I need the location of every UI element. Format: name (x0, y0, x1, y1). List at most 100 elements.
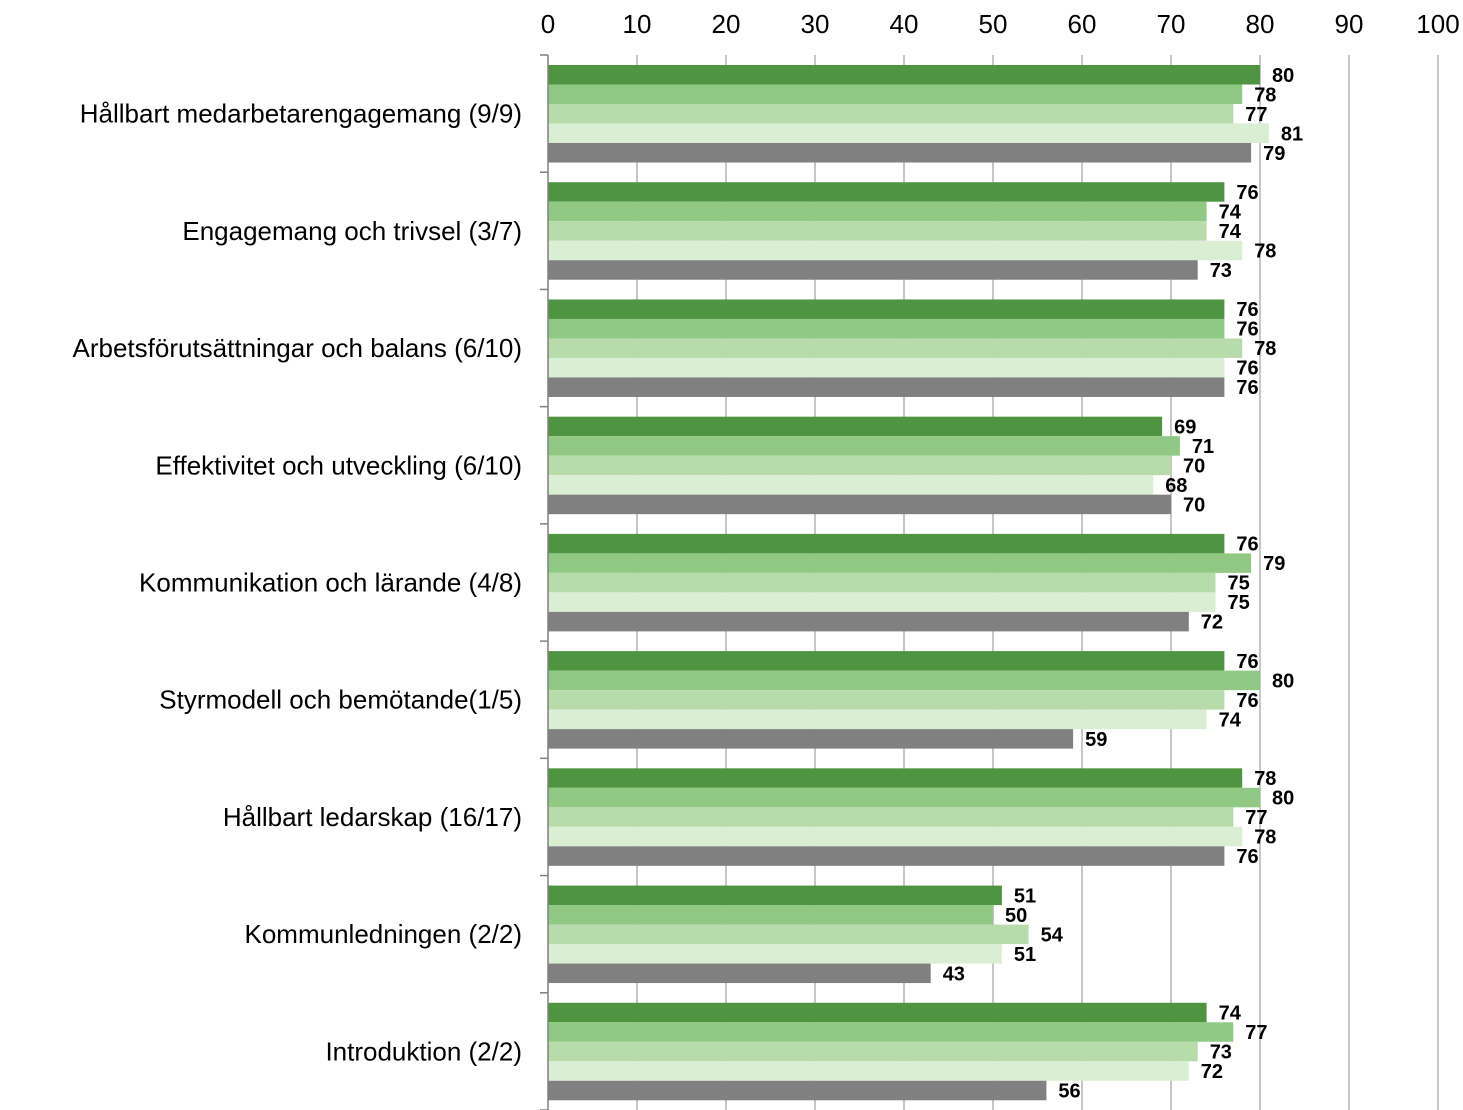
data-label: 73 (1210, 1042, 1232, 1064)
category-label: Kommunledningen (2/2) (245, 919, 523, 949)
bar (548, 123, 1269, 143)
data-label: 54 (1041, 924, 1064, 946)
bars (548, 65, 1269, 1101)
bar (548, 416, 1163, 437)
bar (548, 768, 1243, 788)
data-label: 76 (1236, 358, 1258, 380)
bar (548, 592, 1216, 612)
category-label: Effektivitet och utveckling (6/10) (155, 450, 522, 480)
bar (548, 1041, 1198, 1062)
data-label: 80 (1272, 65, 1294, 87)
data-label: 78 (1254, 768, 1276, 790)
bar (548, 318, 1225, 339)
bar (548, 143, 1252, 163)
data-label: 76 (1236, 690, 1258, 712)
bar (548, 65, 1260, 85)
bar (548, 104, 1234, 124)
data-label: 43 (943, 963, 965, 985)
category-label: Introduktion (2/2) (325, 1036, 522, 1066)
bar (548, 885, 1002, 906)
category-label: Arbetsförutsättningar och balans (6/10) (73, 333, 522, 363)
data-label: 75 (1228, 592, 1250, 614)
bar (548, 455, 1171, 476)
data-label: 76 (1236, 846, 1258, 868)
bar (548, 611, 1189, 632)
category-label: Styrmodell och bemötande(1/5) (159, 685, 522, 715)
bar (548, 1061, 1189, 1081)
category-label: Engagemang och trivsel (3/7) (182, 216, 522, 246)
data-label: 68 (1165, 475, 1187, 497)
data-label: 76 (1236, 534, 1258, 556)
bar (548, 905, 993, 925)
bar (548, 690, 1225, 710)
bar (548, 475, 1154, 495)
data-label: 76 (1236, 651, 1258, 673)
data-label: 79 (1263, 553, 1285, 575)
data-label: 51 (1014, 944, 1036, 966)
bar (548, 299, 1225, 319)
bar (548, 826, 1243, 847)
bar (548, 846, 1225, 866)
bar (548, 963, 931, 984)
bar (548, 201, 1207, 222)
data-label: 73 (1210, 260, 1232, 282)
data-label: 76 (1236, 182, 1258, 204)
bar (548, 651, 1225, 671)
x-tick-label: 20 (712, 9, 741, 39)
x-tick-labels: 0 10 20 30 40 50 60 70 80 90 100 (541, 9, 1460, 39)
data-label: 74 (1219, 709, 1242, 731)
data-label: 77 (1245, 807, 1267, 829)
data-label: 76 (1236, 377, 1258, 399)
bar (548, 221, 1207, 241)
bar (548, 709, 1207, 730)
bar (548, 338, 1243, 358)
bar (548, 357, 1225, 378)
data-label: 74 (1219, 221, 1242, 243)
data-label: 51 (1014, 885, 1036, 907)
data-label: 74 (1219, 201, 1242, 223)
bar (548, 572, 1216, 593)
data-label: 77 (1245, 1022, 1267, 1044)
bar (548, 944, 1002, 964)
data-label: 50 (1005, 905, 1027, 927)
x-tick-label: 50 (979, 9, 1008, 39)
data-label: 69 (1174, 416, 1196, 438)
axes (540, 54, 549, 1110)
data-label: 81 (1281, 123, 1303, 145)
category-label: Kommunikation och lärande (4/8) (139, 568, 522, 598)
bar (548, 1022, 1234, 1042)
bar (548, 436, 1180, 456)
category-label: Hållbart ledarskap (16/17) (223, 802, 522, 832)
bar (548, 807, 1234, 827)
bar (548, 533, 1225, 554)
category-labels: Hållbart medarbetarengagemang (9/9) Engag… (73, 99, 522, 1067)
bar (548, 84, 1243, 104)
x-tick-label: 90 (1335, 9, 1364, 39)
x-tick-label: 60 (1068, 9, 1097, 39)
bar (548, 260, 1198, 280)
x-tick-label: 10 (623, 9, 652, 39)
data-label: 75 (1228, 573, 1250, 595)
data-label: 80 (1272, 788, 1294, 810)
bar (548, 729, 1074, 749)
data-labels: 8078778179767474787376767876766971706870… (943, 65, 1303, 1103)
x-tick-label: 100 (1416, 9, 1459, 39)
category-label: Hållbart medarbetarengagemang (9/9) (80, 99, 522, 129)
data-label: 78 (1254, 827, 1276, 849)
x-tick-label: 40 (890, 9, 919, 39)
data-label: 80 (1272, 670, 1294, 692)
bar (548, 182, 1225, 202)
data-label: 70 (1183, 494, 1205, 516)
bar (548, 1002, 1207, 1023)
bar (548, 670, 1260, 691)
bar (548, 377, 1225, 397)
x-tick-label: 70 (1157, 9, 1186, 39)
data-label: 71 (1192, 436, 1214, 458)
bar (548, 787, 1260, 808)
bar (548, 553, 1252, 573)
bar (548, 1080, 1047, 1101)
bar (548, 240, 1243, 261)
data-label: 76 (1236, 319, 1258, 341)
data-label: 78 (1254, 240, 1276, 262)
